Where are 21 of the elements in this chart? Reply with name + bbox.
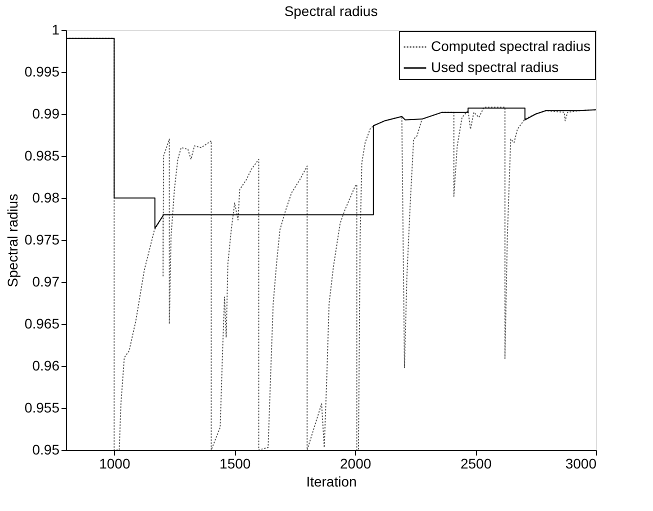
y-tick-label: 0.98 bbox=[32, 190, 60, 206]
y-tick-label: 0.955 bbox=[24, 400, 60, 416]
x-tick-label: 2500 bbox=[460, 456, 492, 472]
y-tick-label: 0.96 bbox=[32, 358, 60, 374]
legend-label: Computed spectral radius bbox=[431, 38, 591, 54]
y-axis-title: Spectral radius bbox=[4, 194, 20, 288]
x-tick-label: 3000 bbox=[565, 456, 597, 472]
y-tick-label: 0.975 bbox=[24, 232, 60, 248]
legend-label: Used spectral radius bbox=[431, 59, 559, 75]
y-tick-label: 0.99 bbox=[32, 106, 60, 122]
y-tick-label: 1 bbox=[52, 22, 60, 38]
y-tick-label: 0.95 bbox=[32, 442, 60, 458]
y-tick-label: 0.97 bbox=[32, 274, 60, 290]
y-tick-label: 0.965 bbox=[24, 316, 60, 332]
y-tick-label: 0.995 bbox=[24, 64, 60, 80]
y-tick-label: 0.985 bbox=[24, 148, 60, 164]
x-tick-label: 1000 bbox=[99, 456, 130, 472]
chart-title: Spectral radius bbox=[284, 3, 378, 19]
x-axis-title: Iteration bbox=[306, 474, 357, 490]
x-tick-label: 2000 bbox=[340, 456, 372, 472]
x-tick-label: 1500 bbox=[220, 456, 251, 472]
